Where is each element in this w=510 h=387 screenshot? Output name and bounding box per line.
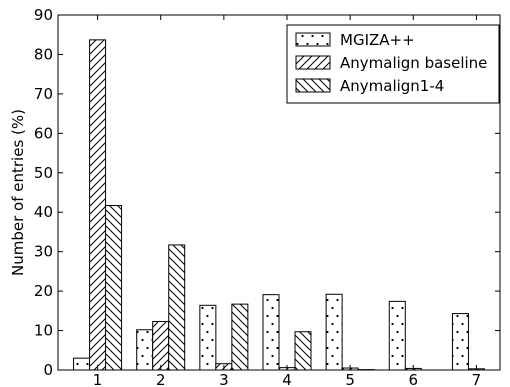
bar-anymalign-baseline-2 — [152, 320, 170, 371]
legend-label: MGIZA++ — [340, 31, 415, 49]
y-tick-label: 30 — [34, 243, 53, 261]
legend-swatch — [295, 32, 331, 47]
bar-mgiza--4 — [262, 294, 280, 371]
bar-mgiza--2 — [136, 329, 154, 371]
y-tick-label: 20 — [34, 282, 53, 300]
y-tick-label: 90 — [34, 6, 53, 24]
y-tick-label: 80 — [34, 45, 53, 63]
bar-mgiza--3 — [199, 304, 217, 371]
x-tick-label: 5 — [345, 371, 355, 387]
y-axis-title: Number of entries (%) — [9, 109, 27, 276]
x-tick-label: 7 — [472, 371, 482, 387]
bar-anymalign1-4-2 — [168, 244, 186, 371]
bar-anymalign-baseline-1 — [89, 39, 107, 371]
y-axis: 0 10 20 30 40 50 60 70 80 90 — [34, 6, 500, 379]
y-tick-label: 10 — [34, 322, 53, 340]
bar-mgiza--5 — [325, 293, 343, 371]
bar-anymalign1-4-1 — [105, 205, 123, 371]
bar-mgiza--6 — [388, 300, 406, 371]
legend-label: Anymalign1-4 — [340, 77, 444, 95]
y-tick-label: 40 — [34, 203, 53, 221]
legend-swatch — [295, 78, 331, 93]
x-tick-label: 1 — [93, 371, 103, 387]
legend-label: Anymalign baseline — [340, 54, 487, 72]
legend: MGIZA++ Anymalign baseline Anymalign1-4 — [286, 24, 500, 104]
x-tick-label: 2 — [156, 371, 166, 387]
y-tick-label: 0 — [43, 361, 53, 379]
plot-frame — [57, 14, 501, 371]
x-axis: 1 2 3 4 5 6 7 — [93, 15, 481, 387]
y-tick-label: 60 — [34, 124, 53, 142]
x-tick-label: 4 — [282, 371, 292, 387]
y-tick-label: 70 — [34, 85, 53, 103]
bar-anymalign1-4-4 — [294, 331, 312, 371]
bar-mgiza--1 — [73, 357, 91, 371]
x-tick-label: 6 — [409, 371, 419, 387]
bars-layer — [73, 39, 485, 371]
bar-anymalign1-4-3 — [231, 303, 249, 371]
y-tick-label: 50 — [34, 164, 53, 182]
bar-mgiza--7 — [451, 313, 469, 371]
x-tick-label: 3 — [219, 371, 229, 387]
legend-swatch — [295, 55, 331, 70]
